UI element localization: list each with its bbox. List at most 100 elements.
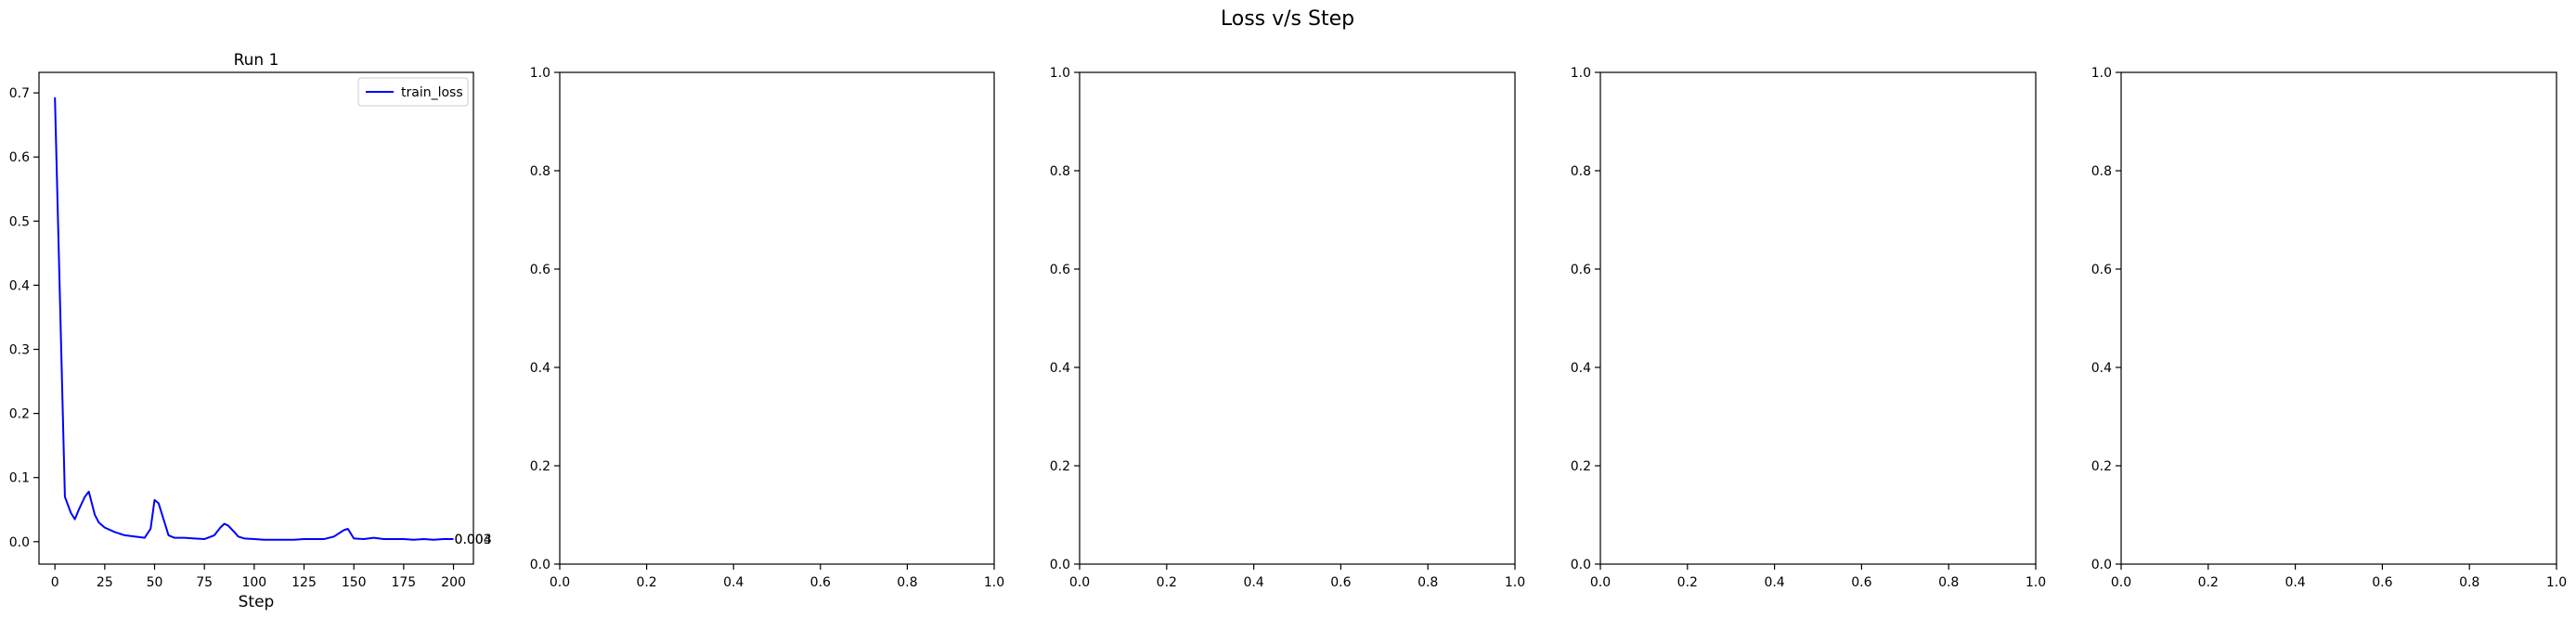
x-tick: 0.6	[810, 564, 831, 590]
x-tick-label: 0.0	[550, 575, 570, 590]
x-tick: 0	[51, 564, 59, 590]
y-tick: 0.8	[1571, 164, 1600, 179]
subplot-5: 0.0 0.2 0.4 0.6 0.8 1.0 0.0 0.2 0.4 0.6 0.8 1.0	[2091, 66, 2567, 590]
y-tick-label: 0.0	[9, 535, 30, 550]
y-tick: 0.2	[2091, 459, 2121, 474]
y-tick-label: 0.2	[2091, 459, 2112, 474]
subplot-3: 0.0 0.2 0.4 0.6 0.8 1.0 0.0 0.2 0.4 0.6 0.8 1.0	[1050, 66, 1525, 590]
y-tick: 0.4	[2091, 361, 2121, 376]
axes-frame	[2120, 71, 2557, 565]
x-tick: 0.0	[2111, 564, 2131, 590]
axes-frame	[38, 71, 474, 565]
x-tick-label: 0.8	[1938, 575, 1959, 590]
x-tick-label: 0	[51, 575, 59, 590]
x-tick-label: 0.2	[636, 575, 656, 590]
x-tick: 0.2	[2198, 564, 2219, 590]
x-tick-label: 200	[441, 575, 466, 590]
x-tick: 0.6	[1851, 564, 1872, 590]
x-tick: 0.8	[1417, 564, 1438, 590]
x-tick-label: 125	[291, 575, 317, 590]
x-tick-label: 0.8	[897, 575, 917, 590]
y-tick: 0.0	[530, 558, 560, 572]
x-tick-label: 1.0	[2026, 575, 2046, 590]
y-tick: 0.0	[1050, 558, 1080, 572]
y-tick: 0.6	[1571, 263, 1600, 277]
x-tick-label: 75	[196, 575, 213, 590]
x-tick: 150	[342, 564, 367, 590]
y-tick-label: 0.8	[530, 164, 550, 179]
y-tick-label: 0.1	[9, 471, 30, 486]
x-tick: 0.0	[550, 564, 570, 590]
y-tick-label: 0.6	[1050, 263, 1070, 277]
legend-label: train_loss	[401, 85, 463, 100]
y-tick: 0.2	[1571, 459, 1600, 474]
x-tick-label: 50	[147, 575, 163, 590]
axes-frame	[559, 71, 995, 565]
y-tick: 0.4	[530, 361, 560, 376]
y-tick: 0.4	[1050, 361, 1080, 376]
x-tick-label: 0.4	[723, 575, 744, 590]
x-tick-label: 0.4	[1243, 575, 1263, 590]
x-tick-label: 0.2	[2198, 575, 2219, 590]
subplot-title: Run 1	[234, 51, 279, 70]
y-tick: 1.0	[530, 66, 560, 81]
x-tick: 0.6	[2372, 564, 2393, 590]
x-tick-label: 0.0	[2111, 575, 2131, 590]
y-tick: 0.3	[9, 343, 39, 358]
y-tick-label: 0.0	[2091, 558, 2112, 572]
y-tick-label: 0.0	[1571, 558, 1591, 572]
x-tick: 1.0	[2026, 564, 2046, 590]
x-tick: 75	[196, 564, 213, 590]
y-tick-label: 1.0	[2091, 66, 2112, 81]
x-tick-label: 0.6	[1330, 575, 1351, 590]
x-tick-label: 1.0	[984, 575, 1004, 590]
y-tick: 0.7	[9, 86, 39, 101]
y-tick: 0.0	[9, 535, 39, 550]
y-tick: 1.0	[2091, 66, 2121, 81]
x-tick-label: 0.8	[2459, 575, 2479, 590]
x-tick-label: 1.0	[1505, 575, 1525, 590]
x-tick-label: 0.8	[1417, 575, 1438, 590]
y-tick-label: 0.6	[530, 263, 550, 277]
y-tick: 0.8	[1050, 164, 1080, 179]
y-tick-label: 0.2	[9, 407, 30, 422]
x-tick: 0.2	[1677, 564, 1698, 590]
x-tick: 25	[97, 564, 113, 590]
y-tick-label: 0.6	[9, 150, 30, 165]
y-tick-label: 0.0	[530, 558, 550, 572]
y-tick-label: 0.6	[1571, 263, 1591, 277]
y-tick: 0.0	[2091, 558, 2121, 572]
x-tick: 50	[147, 564, 163, 590]
x-tick: 0.0	[1069, 564, 1090, 590]
axes-frame	[1599, 71, 2037, 565]
y-tick-label: 0.2	[1571, 459, 1591, 474]
x-tick-label: 0.0	[1590, 575, 1611, 590]
subplot-2: 0.0 0.2 0.4 0.6 0.8 1.0 0.0 0.2 0.4 0.6 0.8 1.0	[530, 66, 1004, 590]
x-tick: 125	[291, 564, 317, 590]
y-tick: 0.6	[9, 150, 39, 165]
y-tick-label: 0.0	[1050, 558, 1070, 572]
y-tick: 0.5	[9, 214, 39, 229]
figure-suptitle: Loss v/s Step	[1221, 7, 1354, 31]
y-tick: 0.2	[1050, 459, 1080, 474]
y-tick-label: 1.0	[1571, 66, 1591, 81]
x-tick: 200	[441, 564, 466, 590]
y-tick-label: 0.4	[530, 361, 550, 376]
y-tick-label: 0.4	[9, 278, 30, 293]
y-tick: 0.1	[9, 471, 39, 486]
x-tick-label: 0.6	[1851, 575, 1871, 590]
y-tick: 0.2	[530, 459, 560, 474]
x-axis-label: Step	[239, 593, 275, 611]
y-tick-label: 0.8	[1571, 164, 1591, 179]
x-tick: 0.4	[1764, 564, 1785, 590]
x-tick: 175	[391, 564, 416, 590]
y-tick: 0.0	[1571, 558, 1600, 572]
y-tick-label: 1.0	[530, 66, 550, 81]
x-tick: 0.8	[2459, 564, 2479, 590]
x-tick-label: 175	[391, 575, 416, 590]
y-tick-label: 0.4	[1571, 361, 1591, 376]
x-tick-label: 25	[97, 575, 113, 590]
y-tick-label: 0.8	[1050, 164, 1070, 179]
y-tick: 0.4	[9, 278, 39, 293]
